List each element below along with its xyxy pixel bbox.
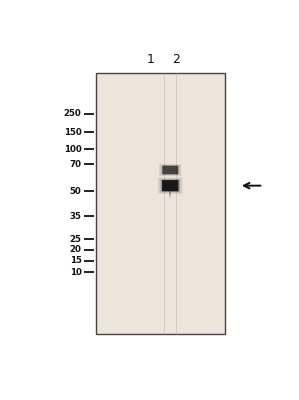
Text: 15: 15 (70, 256, 81, 265)
Text: 1: 1 (147, 53, 154, 66)
Text: 150: 150 (64, 128, 81, 137)
Text: 100: 100 (64, 145, 81, 154)
FancyBboxPatch shape (162, 180, 179, 191)
Bar (169, 188, 171, 194)
Text: 250: 250 (64, 109, 81, 118)
Bar (169, 192, 171, 197)
Text: 2: 2 (172, 53, 180, 66)
Text: 25: 25 (70, 235, 81, 244)
FancyBboxPatch shape (158, 178, 182, 194)
Text: 35: 35 (70, 212, 81, 221)
Bar (96, 74, 225, 334)
FancyBboxPatch shape (162, 165, 179, 175)
Text: 20: 20 (70, 245, 81, 254)
Bar (169, 193, 171, 198)
FancyBboxPatch shape (161, 179, 180, 192)
Text: 50: 50 (70, 187, 81, 196)
Text: 70: 70 (69, 160, 81, 169)
Bar (169, 194, 171, 199)
FancyBboxPatch shape (162, 166, 178, 174)
Bar (169, 189, 171, 194)
FancyBboxPatch shape (159, 164, 181, 176)
Bar (169, 190, 171, 195)
Text: 10: 10 (70, 268, 81, 277)
Bar (169, 190, 171, 196)
Bar (169, 191, 171, 196)
